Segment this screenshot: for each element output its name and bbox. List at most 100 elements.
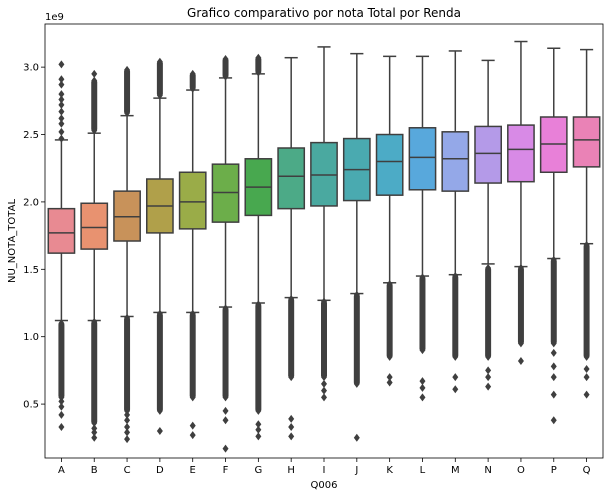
category-h-outlier (288, 414, 295, 423)
category-d-outliers-low-dense-end-bottom (156, 406, 163, 415)
category-e-outliers-low-dense (189, 313, 196, 398)
x-tick-label: J (354, 465, 358, 476)
category-d-outliers-high-dense-end-top (156, 57, 163, 66)
category-p-outlier (550, 373, 557, 382)
y-axis-scale-label: 1e9 (45, 12, 64, 23)
x-tick-label: N (484, 465, 491, 476)
category-h-outliers-low-dense (288, 298, 295, 378)
category-d-outlier (156, 427, 163, 436)
category-g-outliers-high-dense (255, 57, 262, 73)
category-a-outlier (58, 107, 65, 116)
category-o-outlier (517, 356, 524, 365)
x-tick-label: A (58, 465, 65, 476)
category-n-outlier (485, 382, 492, 391)
y-tick-label: 3.0 (23, 63, 39, 74)
category-b-outliers-low-dense (91, 321, 98, 423)
category-i-outliers-low-dense-end-bottom (321, 373, 327, 382)
category-g-outlier (255, 425, 262, 434)
category-b-outliers-low-dense-end-bottom (91, 418, 98, 427)
category-a-outliers-low-dense-end-bottom (58, 393, 65, 402)
category-j-outlier (353, 433, 360, 442)
category-m-outliers-low-dense-end-bottom (452, 352, 459, 361)
category-b-outlier (91, 69, 98, 78)
y-axis-label: NU_NOTA_TOTAL (7, 199, 18, 283)
y-tick-label: 0.5 (23, 400, 39, 411)
x-axis-label: Q006 (311, 480, 338, 491)
category-k-outlier (386, 373, 393, 382)
x-tick-label: B (91, 465, 98, 476)
category-q-box (572, 116, 601, 168)
category-m-outliers-low-dense (452, 276, 459, 357)
category-i-outlier (321, 379, 327, 388)
category-q-outliers-low-dense (583, 245, 590, 357)
category-a-outlier (58, 397, 65, 406)
category-a-box (47, 207, 76, 254)
category-c-outliers-high-dense-end-top (124, 65, 131, 74)
category-b-outlier (91, 424, 98, 433)
category-h-box (277, 147, 306, 210)
y-tick-label: 2.0 (23, 197, 39, 208)
category-b-box (80, 202, 109, 250)
category-n-outliers-low-dense-end-top (485, 263, 492, 272)
category-o-outliers-low-dense (517, 267, 524, 344)
category-p-outliers-low-dense (550, 259, 557, 344)
category-c-outlier (124, 410, 131, 419)
category-h-outlier (288, 423, 295, 431)
category-g-outlier (255, 432, 262, 441)
category-f-outliers-high-dense (222, 59, 229, 77)
category-c-outlier (124, 428, 131, 437)
chart-title: Grafico comparativo por nota Total por R… (187, 6, 461, 20)
category-a-outlier (58, 90, 65, 99)
category-k-box (375, 133, 404, 196)
category-q-outliers-low-dense-end-bottom (583, 352, 590, 361)
category-k-outliers-low-dense (386, 284, 393, 357)
x-tick-label: C (124, 465, 131, 476)
axes-frame (44, 23, 604, 459)
category-p-outliers-low-dense-end-bottom (550, 339, 557, 348)
category-f-outlier (222, 416, 229, 425)
x-tick-label: P (551, 465, 557, 476)
plot-area: 0.5 1.0 1.5 2.0 2.5 3.0 A B C D E F G H I J K L M N O P Q (23, 23, 604, 476)
category-a-outlier (58, 114, 65, 123)
x-tick-label: F (223, 465, 229, 476)
category-l-outliers-low-dense-end-bottom (419, 346, 426, 355)
category-j-outliers-low-dense-end-bottom (353, 379, 360, 388)
category-e-outliers-high-dense (189, 73, 196, 89)
category-g-outliers-high-dense-end-top (255, 53, 262, 62)
category-o-outliers-low-dense-end-bottom (517, 339, 524, 348)
category-o-box (507, 124, 535, 183)
category-f-outliers-low-dense-end-bottom (222, 393, 229, 402)
category-f-outlier (222, 444, 229, 453)
category-k-outliers-low-dense-end-bottom (386, 352, 393, 361)
category-e-outliers-low-dense-end-bottom (189, 393, 196, 402)
x-tick-label: L (420, 465, 426, 476)
category-q-outlier (583, 365, 590, 374)
category-e-outliers-high-dense-end-top (189, 69, 196, 78)
category-i-outliers-low-dense (321, 301, 327, 378)
category-l-outlier (419, 377, 426, 386)
category-p-outlier (550, 348, 557, 357)
category-p-outlier (550, 362, 557, 371)
category-l-outlier (419, 383, 426, 392)
category-b-outliers-high-dense-end-top (91, 76, 98, 85)
category-j-outliers-low-dense (353, 294, 360, 384)
category-c-outliers-high-dense (124, 69, 131, 113)
y-tick-label: 1.5 (23, 265, 39, 276)
category-a-outlier (58, 60, 65, 69)
category-f-outlier (222, 406, 229, 415)
category-l-box (408, 127, 437, 191)
category-a-outlier (58, 402, 65, 411)
category-e-outlier (189, 431, 196, 440)
category-m-outlier (452, 385, 459, 394)
category-n-outlier (485, 373, 492, 382)
category-k-outlier (386, 378, 393, 387)
category-e-outlier (189, 421, 196, 430)
category-a-outlier (58, 127, 65, 136)
category-g-outliers-low-dense-end-bottom (255, 406, 262, 415)
category-n-outliers-low-dense (485, 267, 492, 357)
category-h-outlier (288, 432, 295, 441)
y-tick-label: 1.0 (23, 332, 39, 343)
x-tick-label: H (287, 465, 295, 476)
